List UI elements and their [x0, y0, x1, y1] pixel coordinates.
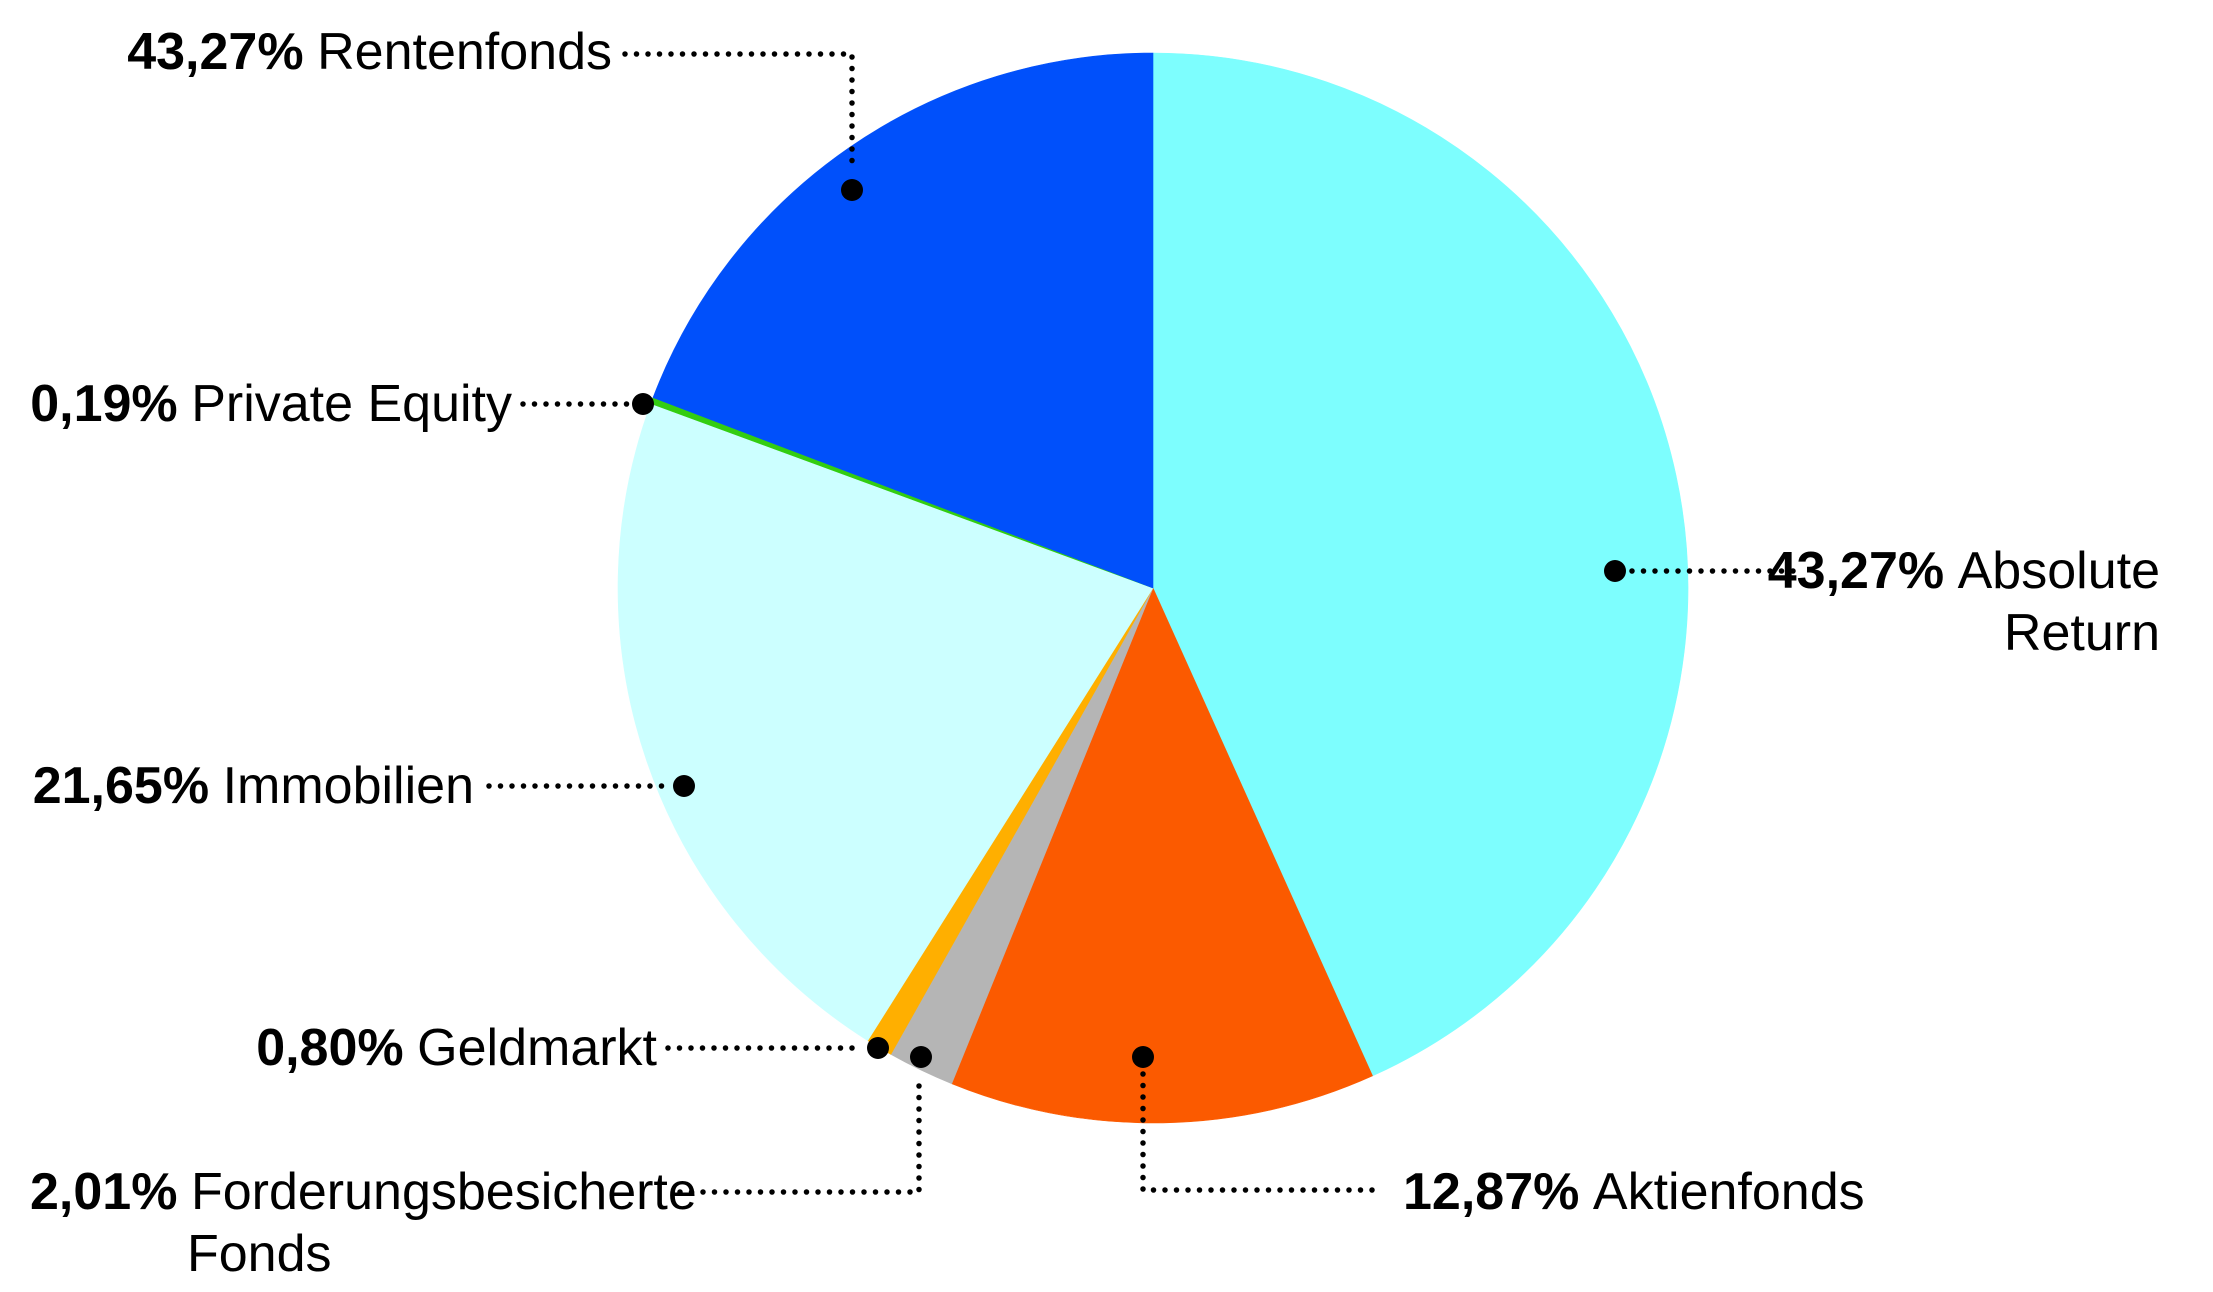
absolute-return-name-line1: Absolute: [1957, 542, 2160, 600]
forderungsbesicherte-percent: 2,01%: [30, 1163, 178, 1221]
forderungsbesicherte-name-line1: Forderungsbesicherte: [190, 1163, 697, 1221]
anchor-dot-aktienfonds: [1132, 1046, 1154, 1068]
anchor-dot-forderungsbesicherte-fonds: [910, 1046, 932, 1068]
immobilien-percent: 21,65%: [32, 757, 210, 815]
pie-slice-rentenfonds: [652, 52, 1154, 589]
forderungsbesicherte-name-line2: Fonds: [187, 1225, 332, 1283]
leader-line-aktienfonds: [1140, 1071, 1383, 1193]
callout-rentenfonds: 43,27% Rentenfonds: [127, 21, 612, 83]
callout-private-equity: 0,19% Private Equity: [30, 373, 512, 435]
rentenfonds-name: Rentenfonds: [317, 23, 612, 81]
rentenfonds-percent: 43,27%: [127, 23, 304, 81]
private-equity-name: Private Equity: [191, 375, 512, 433]
pie-slice-immobilien: [617, 403, 1154, 1042]
callout-immobilien: 21,65% Immobilien: [33, 755, 474, 817]
geldmarkt-percent: 0,80%: [256, 1019, 404, 1077]
callout-forderungsbesicherte-fonds: 2,01% Forderungsbesicherte Fonds: [30, 1161, 697, 1285]
pie-slice-absolute-return: [1152, 52, 1689, 1077]
geldmarkt-name: Geldmarkt: [417, 1019, 657, 1077]
aktienfonds-name: Aktienfonds: [1592, 1163, 1865, 1221]
leader-line-forderungsbesicherte-fonds: [677, 1072, 922, 1195]
pie-slice-aktienfonds: [951, 587, 1373, 1124]
anchor-dot-absolute-return: [1604, 560, 1626, 582]
anchor-dot-immobilien: [673, 775, 695, 797]
immobilien-name: Immobilien: [222, 757, 474, 815]
absolute-return-percent: 43,27%: [1767, 542, 1945, 600]
callout-aktienfonds: 12,87% Aktienfonds: [1403, 1161, 1865, 1223]
callout-geldmarkt: 0,80% Geldmarkt: [256, 1017, 657, 1079]
absolute-return-name-line2: Return: [2003, 604, 2160, 662]
anchor-dot-private-equity: [632, 393, 654, 415]
private-equity-percent: 0,19%: [30, 375, 178, 433]
aktienfonds-percent: 12,87%: [1403, 1163, 1580, 1221]
anchor-dot-rentenfonds: [841, 179, 863, 201]
callout-absolute-return: 43,27% Absolute Return: [1768, 540, 2160, 664]
leader-line-rentenfonds: [622, 51, 855, 175]
anchor-dot-geldmarkt: [867, 1037, 889, 1059]
